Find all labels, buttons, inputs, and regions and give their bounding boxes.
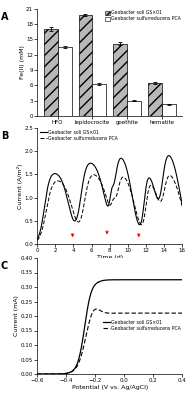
Geobacter soli GS×01	[152, 277, 154, 282]
Geobacter sulfurreducens PCA	[36, 238, 38, 243]
Geobacter soli GS×01	[36, 237, 38, 242]
Geobacter soli GS×01	[107, 278, 109, 282]
Y-axis label: Current (A/m²): Current (A/m²)	[17, 163, 23, 209]
Bar	[92, 84, 106, 116]
Geobacter sulfurreducens PCA	[180, 311, 182, 316]
Bar	[78, 15, 92, 116]
Geobacter soli GS×01	[97, 171, 99, 176]
Legend: Geobacter soli GS×01, Geobacter sulfurreducens PCA: Geobacter soli GS×01, Geobacter sulfurre…	[102, 319, 181, 331]
Legend: Geobacter soli GS×01, Geobacter sulfurreducens PCA: Geobacter soli GS×01, Geobacter sulfurre…	[105, 10, 181, 22]
Geobacter soli GS×01	[168, 153, 170, 158]
Geobacter soli GS×01	[41, 372, 43, 376]
Y-axis label: Fe(II) (mM): Fe(II) (mM)	[20, 46, 25, 79]
Geobacter soli GS×01	[177, 179, 179, 184]
Bar	[127, 101, 141, 116]
Bar	[44, 29, 58, 116]
Geobacter soli GS×01	[102, 278, 105, 283]
Line: Geobacter soli GS×01: Geobacter soli GS×01	[37, 156, 182, 239]
Geobacter soli GS×01	[105, 200, 107, 205]
Geobacter soli GS×01	[180, 277, 182, 282]
Geobacter soli GS×01	[181, 202, 183, 207]
Geobacter sulfurreducens PCA	[105, 194, 107, 199]
Geobacter sulfurreducens PCA	[41, 372, 43, 376]
Geobacter sulfurreducens PCA	[142, 221, 144, 226]
Text: B: B	[1, 132, 8, 142]
Geobacter sulfurreducens PCA	[97, 175, 99, 180]
Geobacter soli GS×01	[169, 155, 172, 160]
Geobacter soli GS×01	[33, 372, 35, 376]
Geobacter sulfurreducens PCA	[93, 172, 95, 177]
Geobacter sulfurreducens PCA	[33, 372, 35, 376]
X-axis label: Time (d): Time (d)	[97, 254, 123, 260]
Geobacter soli GS×01	[184, 277, 186, 282]
Legend: Geobacter soli GS×01, Geobacter sulfurreducens PCA: Geobacter soli GS×01, Geobacter sulfurre…	[39, 129, 118, 141]
Line: Geobacter sulfurreducens PCA: Geobacter sulfurreducens PCA	[34, 309, 185, 374]
Geobacter sulfurreducens PCA	[152, 311, 154, 316]
Geobacter sulfurreducens PCA	[103, 310, 105, 315]
Geobacter sulfurreducens PCA	[95, 307, 98, 312]
Bar	[113, 44, 127, 116]
Geobacter sulfurreducens PCA	[184, 311, 186, 316]
Geobacter sulfurreducens PCA	[177, 188, 179, 193]
Text: A: A	[1, 12, 8, 22]
Geobacter soli GS×01	[98, 174, 100, 179]
Geobacter sulfurreducens PCA	[98, 177, 100, 182]
Geobacter sulfurreducens PCA	[169, 173, 172, 178]
Bar	[148, 83, 162, 116]
Geobacter soli GS×01	[180, 277, 182, 282]
Geobacter sulfurreducens PCA	[181, 204, 183, 209]
Geobacter sulfurreducens PCA	[180, 311, 182, 316]
Line: Geobacter soli GS×01: Geobacter soli GS×01	[34, 280, 185, 374]
Y-axis label: Current (mA): Current (mA)	[14, 296, 19, 336]
Bar	[162, 104, 176, 116]
Geobacter soli GS×01	[142, 212, 144, 217]
Line: Geobacter sulfurreducens PCA: Geobacter sulfurreducens PCA	[37, 175, 182, 240]
Text: C: C	[1, 262, 8, 272]
X-axis label: Potential (V vs. Ag/AgCl): Potential (V vs. Ag/AgCl)	[72, 384, 148, 390]
Bar	[58, 47, 72, 116]
Geobacter sulfurreducens PCA	[107, 311, 109, 316]
